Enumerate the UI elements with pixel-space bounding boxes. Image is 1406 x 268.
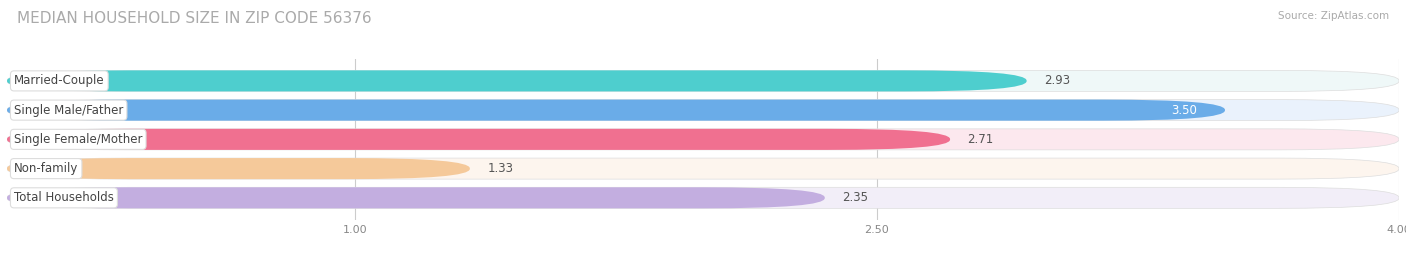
Text: 1.33: 1.33 (488, 162, 513, 175)
Text: 2.35: 2.35 (842, 191, 868, 204)
FancyBboxPatch shape (7, 129, 950, 150)
FancyBboxPatch shape (7, 100, 1225, 121)
Text: 2.71: 2.71 (967, 133, 994, 146)
Text: 3.50: 3.50 (1171, 104, 1197, 117)
Text: Single Female/Mother: Single Female/Mother (14, 133, 142, 146)
FancyBboxPatch shape (7, 129, 1399, 150)
Text: Non-family: Non-family (14, 162, 79, 175)
FancyBboxPatch shape (7, 187, 825, 208)
Text: 2.93: 2.93 (1045, 75, 1070, 87)
Text: Total Households: Total Households (14, 191, 114, 204)
FancyBboxPatch shape (7, 70, 1399, 91)
FancyBboxPatch shape (7, 70, 1026, 91)
FancyBboxPatch shape (7, 187, 1399, 208)
FancyBboxPatch shape (7, 158, 470, 179)
Text: MEDIAN HOUSEHOLD SIZE IN ZIP CODE 56376: MEDIAN HOUSEHOLD SIZE IN ZIP CODE 56376 (17, 11, 371, 26)
Text: Single Male/Father: Single Male/Father (14, 104, 124, 117)
Text: Married-Couple: Married-Couple (14, 75, 104, 87)
FancyBboxPatch shape (7, 100, 1399, 121)
FancyBboxPatch shape (7, 158, 1399, 179)
Text: Source: ZipAtlas.com: Source: ZipAtlas.com (1278, 11, 1389, 21)
